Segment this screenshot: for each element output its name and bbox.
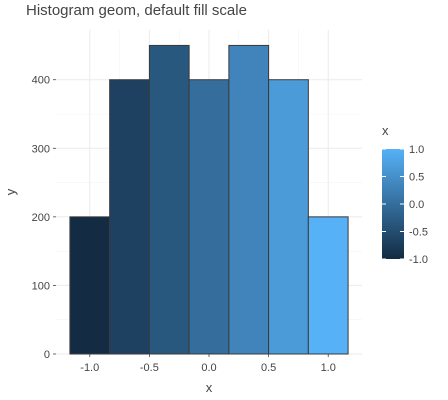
histogram-bar [109,79,150,355]
y-axis-label: y [3,188,18,195]
y-tick-label: 400 [32,75,50,87]
x-tick-label: -0.5 [140,362,159,374]
histogram-bar [148,44,190,355]
legend-colorbar [382,149,404,259]
legend-label: 1.0 [409,144,424,156]
y-tick-label: 100 [32,280,50,292]
x-tick-label: 0.0 [201,362,216,374]
x-axis-label: x [206,380,213,395]
legend-label: 0.0 [409,199,424,211]
y-axis: 0 100 200 300 400 [32,75,56,361]
x-tick-label: 0.5 [261,362,276,374]
x-tick-label: -1.0 [80,362,99,374]
chart-title: Histogram geom, default fill scale [26,2,247,19]
histogram-bar [188,79,230,355]
y-tick-label: 0 [44,349,50,361]
x-axis: -1.0 -0.5 0.0 0.5 1.0 [80,354,336,374]
histogram-bar [228,44,270,355]
legend-label: -0.5 [409,227,428,239]
legend-label: 0.5 [409,172,424,184]
bars [69,44,349,355]
histogram-bar [307,216,349,355]
legend-label: -1.0 [409,254,428,266]
histogram-bar [69,216,111,355]
legend: x 1.0 0.5 0.0 -0.5 -1.0 [382,123,428,266]
y-tick-label: 200 [32,212,50,224]
y-tick-label: 300 [32,143,50,155]
legend-title: x [382,123,389,138]
histogram-bar [268,79,309,355]
x-tick-label: 1.0 [321,362,336,374]
